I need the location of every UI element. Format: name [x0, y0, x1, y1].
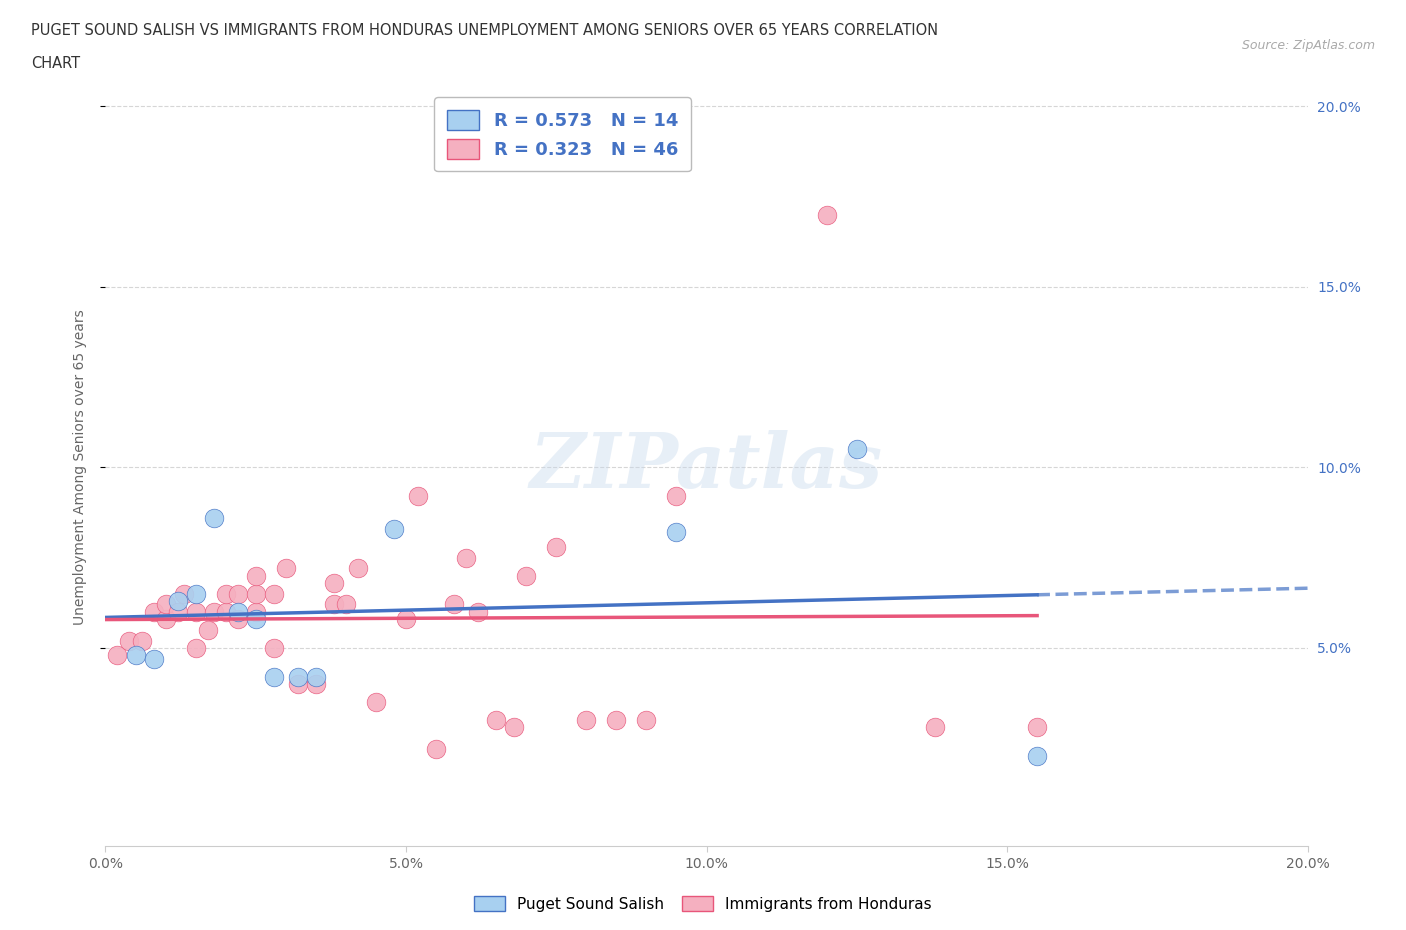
Text: Source: ZipAtlas.com: Source: ZipAtlas.com [1241, 39, 1375, 52]
Point [305, 676, 328, 691]
Point [287, 670, 309, 684]
Point [1026, 749, 1049, 764]
Point [515, 568, 537, 583]
Point [245, 568, 267, 583]
Point [636, 712, 658, 727]
Point [605, 712, 627, 727]
Point [226, 586, 249, 601]
Point [107, 647, 129, 662]
Point [263, 670, 285, 684]
Point [197, 622, 219, 637]
Point [166, 593, 188, 608]
Point [142, 651, 165, 666]
Point [425, 741, 447, 756]
Point [245, 586, 267, 601]
Point [443, 597, 465, 612]
Point [845, 442, 868, 457]
Point [665, 489, 688, 504]
Point [184, 586, 207, 601]
Point [503, 720, 526, 735]
Point [214, 604, 236, 619]
Point [226, 612, 249, 627]
Point [118, 633, 141, 648]
Point [226, 604, 249, 619]
Point [166, 604, 188, 619]
Point [815, 207, 838, 222]
Text: PUGET SOUND SALISH VS IMMIGRANTS FROM HONDURAS UNEMPLOYMENT AMONG SENIORS OVER 6: PUGET SOUND SALISH VS IMMIGRANTS FROM HO… [31, 23, 938, 38]
Point [202, 604, 225, 619]
Point [347, 561, 370, 576]
Point [485, 712, 508, 727]
Point [406, 489, 429, 504]
Legend: Puget Sound Salish, Immigrants from Honduras: Puget Sound Salish, Immigrants from Hond… [468, 889, 938, 918]
Point [454, 551, 477, 565]
Point [155, 597, 177, 612]
Point [287, 676, 309, 691]
Point [665, 525, 688, 539]
Point [305, 670, 328, 684]
Point [245, 604, 267, 619]
Point [467, 604, 489, 619]
Point [924, 720, 946, 735]
Point [395, 612, 418, 627]
Point [382, 521, 405, 536]
Point [245, 612, 267, 627]
Point [184, 604, 207, 619]
Point [263, 641, 285, 656]
Point [1026, 720, 1049, 735]
Point [131, 633, 153, 648]
Point [322, 576, 344, 591]
Point [202, 511, 225, 525]
Y-axis label: Unemployment Among Seniors over 65 years: Unemployment Among Seniors over 65 years [73, 310, 87, 625]
Point [155, 612, 177, 627]
Point [214, 586, 236, 601]
Point [546, 539, 568, 554]
Point [173, 586, 195, 601]
Point [124, 647, 146, 662]
Point [322, 597, 344, 612]
Point [142, 604, 165, 619]
Text: CHART: CHART [31, 56, 80, 71]
Point [184, 641, 207, 656]
Legend: R = 0.573   N = 14, R = 0.323   N = 46: R = 0.573 N = 14, R = 0.323 N = 46 [434, 98, 690, 171]
Point [335, 597, 357, 612]
Point [274, 561, 297, 576]
Point [575, 712, 598, 727]
Text: ZIPatlas: ZIPatlas [530, 431, 883, 504]
Point [364, 695, 387, 710]
Point [263, 586, 285, 601]
